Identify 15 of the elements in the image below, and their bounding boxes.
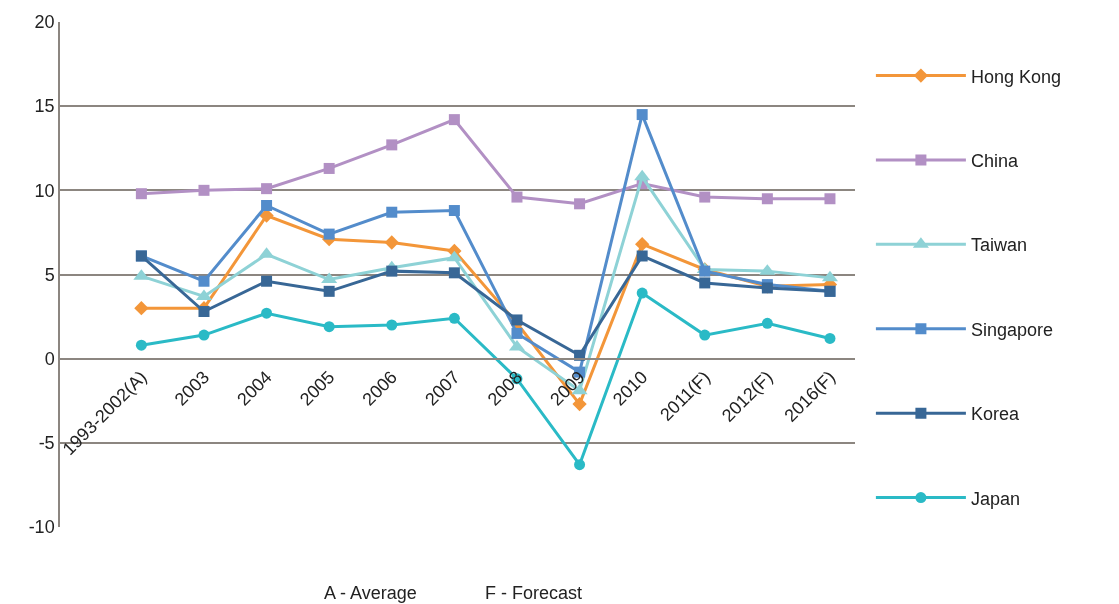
legend-label: Singapore — [970, 319, 1053, 340]
text: A - Average — [324, 583, 417, 603]
y-tick-label: 5 — [44, 264, 55, 285]
y-tick-label: 15 — [34, 96, 55, 117]
text: F - Forecast — [485, 583, 583, 603]
legend-label: China — [970, 150, 1019, 171]
y-tick-label: 10 — [34, 180, 55, 201]
legend-label: Taiwan — [970, 235, 1027, 256]
y-tick-label: -5 — [38, 433, 55, 454]
legend-label: Japan — [970, 488, 1020, 509]
legend-label: Korea — [970, 404, 1020, 425]
y-tick-label: 20 — [34, 12, 55, 33]
y-tick-label: 0 — [44, 348, 55, 369]
legend-label: Hong Kong — [970, 66, 1061, 87]
y-tick-label: -10 — [28, 517, 55, 538]
